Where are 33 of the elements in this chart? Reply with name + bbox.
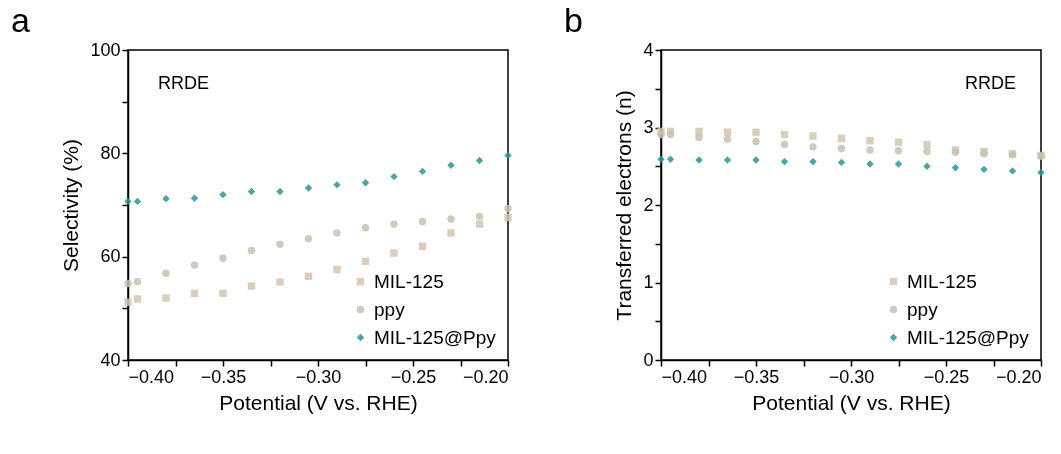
legend-label: MIL-125	[907, 270, 977, 292]
x-tick-label: −0.35	[733, 366, 780, 387]
legend-label: ppy	[907, 298, 939, 320]
y-tick-label: 0	[643, 349, 654, 370]
annotation: RRDE	[964, 73, 1016, 93]
x-tick-label: −0.25	[923, 366, 970, 387]
x-axis-title: Potential (V vs. RHE)	[219, 390, 418, 414]
x-axis-title: Potential (V vs. RHE)	[752, 390, 951, 414]
chart-title: a	[10, 1, 30, 39]
x-tick-label: −0.30	[828, 366, 875, 387]
y-axis-title: Transferred electrons (n)	[612, 90, 636, 321]
legend-label: MIL-125@Ppy	[374, 326, 497, 348]
legend-label: MIL-125	[374, 270, 444, 292]
y-tick-label: 3	[643, 117, 654, 137]
y-tick-label: 80	[100, 142, 121, 163]
x-tick-label: −0.40	[661, 366, 708, 387]
x-tick-label: −0.35	[200, 366, 247, 387]
x-tick-label: −0.25	[390, 366, 437, 387]
y-tick-label: 100	[90, 39, 121, 60]
y-tick-label: 40	[100, 349, 121, 370]
annotation: RRDE	[158, 73, 210, 93]
x-tick-label: −0.20	[462, 366, 509, 387]
legend-label: MIL-125@Ppy	[907, 326, 1030, 348]
chart-title: b	[563, 1, 583, 39]
y-axis-title: Selectivity (%)	[59, 138, 83, 273]
y-tick-label: 2	[643, 194, 654, 215]
y-tick-label: 1	[643, 272, 654, 292]
x-tick-label: −0.40	[128, 366, 175, 387]
x-tick-label: −0.30	[295, 366, 342, 387]
x-tick-label: −0.20	[995, 366, 1042, 387]
legend-label: ppy	[374, 298, 406, 320]
y-tick-label: 4	[643, 39, 654, 60]
y-tick-label: 60	[100, 246, 121, 267]
